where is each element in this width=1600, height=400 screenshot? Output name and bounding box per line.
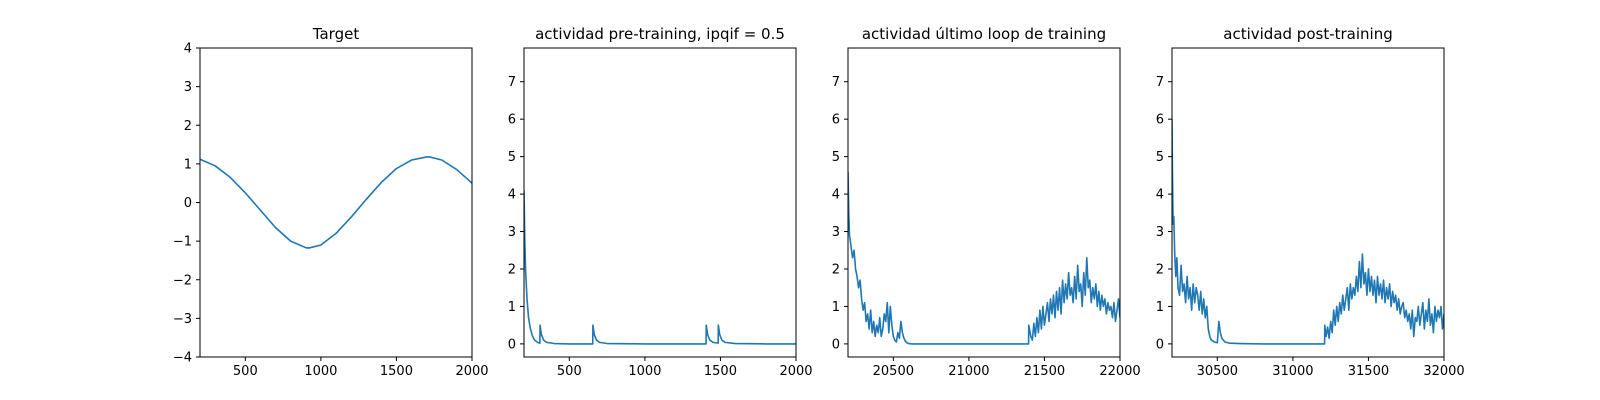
x-tick-label: 31000 <box>1272 364 1313 379</box>
y-tick-label: 2 <box>1156 262 1164 277</box>
y-tick-label: 4 <box>508 188 516 203</box>
x-tick-label: 20500 <box>873 364 914 379</box>
y-tick-label: −1 <box>173 235 192 250</box>
x-tick-label: 32000 <box>1423 364 1464 379</box>
chart-title: actividad pre-training, ipqif = 0.5 <box>535 25 785 43</box>
x-tick-label: 500 <box>557 364 582 379</box>
x-tick-label: 21500 <box>1024 364 1065 379</box>
y-tick-label: −2 <box>173 273 192 288</box>
y-tick-label: 0 <box>832 337 840 352</box>
x-tick-label: 1500 <box>704 364 737 379</box>
series-line-1 <box>524 190 796 345</box>
y-tick-label: 2 <box>832 262 840 277</box>
y-tick-label: 3 <box>1156 225 1164 240</box>
y-tick-label: 1 <box>1156 300 1164 315</box>
plot-frame <box>523 47 797 358</box>
y-tick-label: −4 <box>173 351 192 366</box>
y-tick-label: 7 <box>508 75 516 90</box>
series-line-1 <box>200 156 472 249</box>
chart-title: Target <box>312 25 360 43</box>
y-tick-label: 4 <box>1156 188 1164 203</box>
y-tick-label: 4 <box>832 188 840 203</box>
series-line-1 <box>848 171 1120 345</box>
x-tick-label: 31500 <box>1348 364 1389 379</box>
y-tick-label: 6 <box>832 113 840 128</box>
y-tick-label: 6 <box>1156 113 1164 128</box>
y-tick-label: 6 <box>508 113 516 128</box>
y-tick-label: 2 <box>508 262 516 277</box>
chart-title: actividad último loop de training <box>862 25 1106 43</box>
x-tick-label: 1000 <box>304 364 337 379</box>
x-tick-label: 21000 <box>948 364 989 379</box>
y-tick-label: 0 <box>184 196 192 211</box>
y-tick-label: 1 <box>832 300 840 315</box>
y-tick-label: 2 <box>184 119 192 134</box>
x-tick-label: 1500 <box>380 364 413 379</box>
plot-frame <box>199 47 473 358</box>
y-tick-label: 5 <box>1156 150 1164 165</box>
x-tick-label: 500 <box>233 364 258 379</box>
y-tick-label: 1 <box>184 157 192 172</box>
y-tick-label: 1 <box>508 300 516 315</box>
y-tick-label: 5 <box>832 150 840 165</box>
y-tick-label: 3 <box>832 225 840 240</box>
y-tick-label: 7 <box>1156 75 1164 90</box>
y-tick-label: 0 <box>508 337 516 352</box>
x-tick-label: 30500 <box>1197 364 1238 379</box>
chart-panel-1: Target 500 1000 1500 2000 −4 −3 −2 −1 0 1 2 3 4 <box>173 25 489 379</box>
chart-title: actividad post-training <box>1223 25 1392 43</box>
y-tick-label: 5 <box>508 150 516 165</box>
y-tick-label: 4 <box>184 42 192 57</box>
y-tick-label: 3 <box>508 225 516 240</box>
series-line-1 <box>1172 119 1444 345</box>
y-tick-label: 7 <box>832 75 840 90</box>
y-tick-label: 0 <box>1156 337 1164 352</box>
x-tick-label: 2000 <box>779 364 812 379</box>
plot-frame <box>1171 47 1445 358</box>
x-tick-label: 2000 <box>455 364 488 379</box>
y-tick-label: −3 <box>173 312 192 327</box>
y-tick-label: 3 <box>184 80 192 95</box>
plot-frame <box>847 47 1121 358</box>
x-tick-label: 1000 <box>628 364 661 379</box>
x-tick-label: 22000 <box>1099 364 1140 379</box>
